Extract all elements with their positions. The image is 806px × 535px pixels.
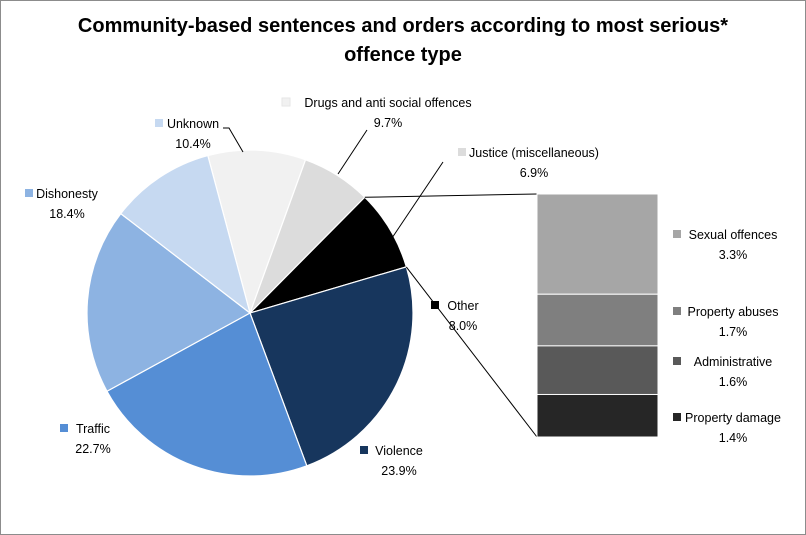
- leader-line-drugs-and-anti-social-offences: [337, 129, 368, 175]
- slice-label-unknown: Unknown: [167, 117, 219, 131]
- legend-key-dishonesty: [25, 189, 33, 197]
- pie-slice-unknown: [119, 154, 252, 315]
- slice-label-violence: Violence: [375, 444, 423, 458]
- slice-value-other: 8.0%: [449, 319, 478, 333]
- slice-value-violence: 23.9%: [381, 464, 416, 478]
- legend-key-property-abuses: [673, 307, 681, 315]
- bar-segment-administrative: [536, 345, 659, 395]
- connector-line-top: [364, 193, 538, 198]
- leader-line-justice-miscellaneous: [391, 161, 444, 239]
- segment-label-property-damage: Property damage: [685, 411, 781, 425]
- legend-key-traffic: [60, 424, 68, 432]
- pie-slice-dishonesty: [86, 212, 252, 393]
- segment-value-property-damage: 1.4%: [719, 431, 748, 445]
- slice-value-drugs-and-anti-social-offences: 9.7%: [374, 116, 403, 130]
- legend-key-property-damage: [673, 413, 681, 421]
- legend-key-administrative: [673, 357, 681, 365]
- pie-slice-traffic: [106, 312, 308, 477]
- segment-value-property-abuses: 1.7%: [719, 325, 748, 339]
- slice-label-justice-miscellaneous: Justice (miscellaneous): [469, 146, 599, 160]
- segment-label-administrative: Administrative: [694, 355, 773, 369]
- bar-segment-sexual-offences: [536, 193, 659, 295]
- connector-line-bottom: [405, 266, 538, 438]
- slice-value-unknown: 10.4%: [175, 137, 210, 151]
- slice-label-dishonesty: Dishonesty: [36, 187, 99, 201]
- slice-label-other: Other: [447, 299, 478, 313]
- legend-key-sexual-offences: [673, 230, 681, 238]
- chart-title: Community-based sentences and orders acc…: [77, 15, 729, 66]
- slice-label-traffic: Traffic: [76, 422, 110, 436]
- legend-key-drugs-and-anti-social-offences: [281, 97, 291, 107]
- slice-value-dishonesty: 18.4%: [49, 207, 84, 221]
- segment-value-sexual-offences: 3.3%: [719, 248, 748, 262]
- slice-label-drugs-and-anti-social-offences: Drugs and anti social offences: [304, 96, 471, 110]
- pie-slice-violence: [249, 266, 414, 467]
- pie-slice-drugs-and-anti-social-offences: [207, 149, 307, 315]
- segment-label-sexual-offences: Sexual offences: [689, 228, 778, 242]
- bar-segment-property-damage: [536, 393, 659, 438]
- legend-key-violence: [360, 446, 368, 454]
- bar-segment-property-abuses: [536, 293, 659, 347]
- segment-label-property-abuses: Property abuses: [687, 305, 778, 319]
- slice-value-traffic: 22.7%: [75, 442, 110, 456]
- slice-value-justice-miscellaneous: 6.9%: [520, 166, 549, 180]
- legend-key-justice-miscellaneous: [458, 148, 466, 156]
- segment-value-administrative: 1.6%: [719, 375, 748, 389]
- leader-line-unknown: [223, 127, 244, 153]
- legend-key-unknown: [155, 119, 163, 127]
